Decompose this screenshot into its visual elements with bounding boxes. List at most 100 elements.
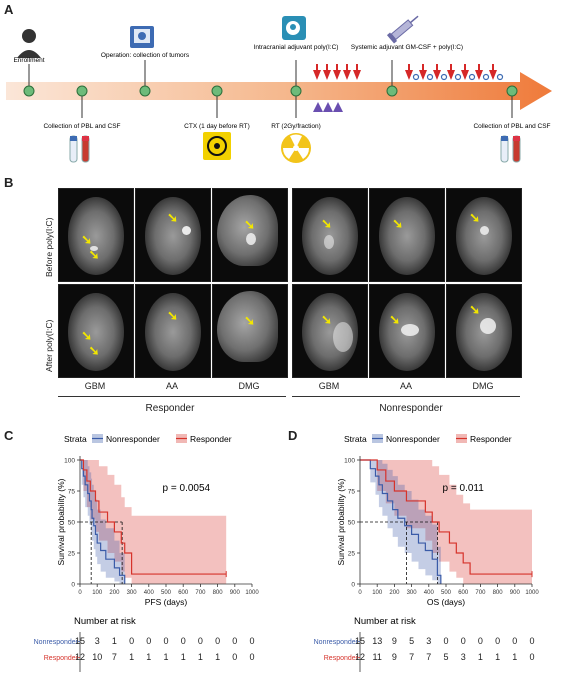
mri-after-dmg-nonresponder: ➘ — [446, 284, 522, 378]
mri-before-gbm-responder: ➘ ➘ — [58, 188, 134, 282]
x-tick-label-700: 700 — [195, 590, 206, 596]
panel-d-letter: D — [288, 428, 298, 443]
col-label-aa-2: AA — [399, 381, 412, 391]
risk-value-nonresponder-300: 5 — [409, 636, 414, 646]
mri-after-gbm-nonresponder: ➘ — [292, 284, 368, 378]
x-tick-label-300: 300 — [127, 590, 138, 596]
x-tick-label-600: 600 — [178, 590, 189, 596]
timeline-markers — [23, 85, 518, 97]
risk-value-nonresponder-0: 15 — [75, 636, 85, 646]
panel-a-letter: A — [4, 2, 14, 17]
y-axis-label: Survival probability (%) — [336, 478, 346, 565]
risk-value-nonresponder-900: 0 — [512, 636, 517, 646]
km-curve-responder — [360, 459, 532, 575]
sample-tubes-icon-left — [69, 135, 90, 163]
legend-label-nonresponder: Nonresponder — [106, 434, 160, 444]
head-icon — [282, 16, 306, 40]
risk-value-nonresponder-300: 0 — [129, 636, 134, 646]
risk-value-nonresponder-0: 15 — [355, 636, 365, 646]
person-icon — [17, 29, 41, 58]
risk-value-nonresponder-800: 0 — [215, 636, 220, 646]
x-tick-label-0: 0 — [358, 590, 362, 596]
risk-value-nonresponder-400: 0 — [146, 636, 151, 646]
legend-label-responder: Responder — [470, 434, 512, 444]
y-tick-label-25: 25 — [68, 551, 76, 558]
intracranial-dose-arrows — [313, 64, 361, 80]
x-axis-label: PFS (days) — [145, 597, 188, 607]
risk-value-nonresponder-200: 1 — [112, 636, 117, 646]
y-tick-label-0: 0 — [351, 582, 355, 589]
y-tick-label-25: 25 — [348, 551, 356, 558]
risk-value-responder-700: 1 — [478, 652, 483, 662]
col-label-dmg-2: DMG — [472, 381, 494, 391]
mri-after-aa-responder: ➘ — [135, 284, 211, 378]
label-collection-first: Collection of PBL and CSF — [43, 123, 120, 130]
mri-after-dmg-responder: ➘ — [212, 284, 288, 378]
label-systemic: Systemic adjuvant GM-CSF + poly(I:C) — [351, 44, 463, 51]
risk-value-nonresponder-700: 0 — [198, 636, 203, 646]
label-enrollment: Enrollment — [13, 57, 44, 64]
risk-value-responder-1000: 0 — [529, 652, 534, 662]
label-systemic-text: Systemic adjuvant GM-CSF + poly(I:C) — [351, 44, 463, 51]
legend-item-nonresponder: Nonresponder — [372, 434, 440, 444]
risk-value-responder-300: 1 — [129, 652, 134, 662]
y-tick-label-50: 50 — [348, 520, 356, 527]
risk-row-label-nonresponder: Nonresponder — [34, 639, 79, 646]
mri-after-aa-nonresponder: ➘ — [369, 284, 445, 378]
x-axis-label: OS (days) — [427, 597, 465, 607]
label-ctx: CTX (1 day before RT) — [184, 123, 250, 130]
label-intracranial-text: Intracranial adjuvant poly(I:C) — [254, 44, 339, 51]
gmcsf-dose-circles — [412, 73, 504, 81]
x-tick-label-500: 500 — [161, 590, 172, 596]
risk-value-responder-800: 1 — [495, 652, 500, 662]
mri-after-gbm-responder: ➘ ➘ — [58, 284, 134, 378]
risk-value-responder-800: 1 — [215, 652, 220, 662]
risk-value-responder-400: 1 — [146, 652, 151, 662]
y-tick-label-100: 100 — [64, 458, 75, 465]
p-value: p = 0.0054 — [163, 483, 211, 494]
x-tick-label-100: 100 — [372, 590, 383, 596]
mri-before-aa-responder: ➘ — [135, 188, 211, 282]
label-intracranial: Intracranial adjuvant poly(I:C) — [254, 44, 339, 51]
group-divider-nonresponder — [292, 396, 520, 397]
risk-value-nonresponder-100: 13 — [372, 636, 382, 646]
risk-value-nonresponder-1000: 0 — [529, 636, 534, 646]
x-tick-label-600: 600 — [458, 590, 469, 596]
km-curve-nonresponder — [360, 459, 442, 584]
x-tick-label-800: 800 — [493, 590, 504, 596]
legend-label-nonresponder: Nonresponder — [386, 434, 440, 444]
col-label-aa-1: AA — [165, 381, 178, 391]
systemic-dose-arrows — [405, 64, 497, 80]
y-tick-label-0: 0 — [71, 582, 75, 589]
legend-item-nonresponder: Nonresponder — [92, 434, 160, 444]
x-tick-label-1000: 1000 — [525, 590, 539, 596]
p-value: p = 0.011 — [443, 483, 485, 494]
row-label-before: Before poly(I:C) — [44, 217, 54, 277]
risk-value-nonresponder-200: 9 — [392, 636, 397, 646]
sample-tubes-icon-right — [500, 135, 521, 163]
syringe-icon — [386, 15, 419, 44]
km-curve-responder — [80, 459, 227, 575]
legend-item-responder: Responder — [176, 434, 232, 444]
x-tick-label-1000: 1000 — [245, 590, 259, 596]
risk-value-nonresponder-500: 0 — [163, 636, 168, 646]
x-tick-label-100: 100 — [92, 590, 103, 596]
y-tick-label-75: 75 — [68, 489, 76, 496]
risk-value-responder-600: 1 — [181, 652, 186, 662]
label-collection-last: Collection of PBL and CSF — [473, 123, 550, 130]
x-tick-label-900: 900 — [510, 590, 521, 596]
col-label-gbm-1: GBM — [84, 381, 106, 391]
panel-b-letter: B — [4, 175, 14, 190]
risk-value-nonresponder-700: 0 — [478, 636, 483, 646]
risk-value-responder-0: 12 — [75, 652, 85, 662]
group-divider-responder — [58, 396, 286, 397]
km-curve-nonresponder — [80, 459, 126, 584]
legend-label-responder: Responder — [190, 434, 232, 444]
timeline-figure: Enrollment Operation: collection of tumo… — [6, 15, 552, 163]
risk-row-label-nonresponder: Nonresponder — [314, 639, 359, 646]
risk-value-nonresponder-600: 0 — [181, 636, 186, 646]
risk-value-responder-900: 0 — [232, 652, 237, 662]
biohazard-icon — [203, 132, 231, 160]
